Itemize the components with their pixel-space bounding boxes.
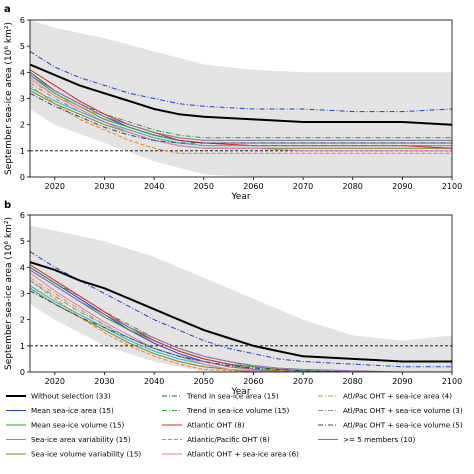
series-line-4 xyxy=(30,287,452,372)
series-line-0 xyxy=(30,63,452,126)
legend-item: Without selection (33) xyxy=(6,392,111,401)
legend-item: Atlantic/Pacific OHT (8) xyxy=(162,435,270,444)
panel-letter: b xyxy=(4,200,11,211)
y-tick-label: 6 xyxy=(20,211,25,220)
legend-item: Mean sea-ice volume (15) xyxy=(6,421,125,430)
series-line-11 xyxy=(30,82,452,147)
y-tick-label: 1 xyxy=(20,342,25,351)
legend-label: Trend in sea-ice area (15) xyxy=(186,392,279,401)
legend-item: Mean sea-ice area (15) xyxy=(6,406,114,415)
series-line-6 xyxy=(30,71,452,139)
legend-item: Atl/Pac OHT + sea-ice area (4) xyxy=(318,392,452,401)
x-axis-title: Year xyxy=(230,192,250,202)
legend-label: Atl/Pac OHT + sea-ice area (4) xyxy=(343,392,452,401)
legend-label: >= 5 members (10) xyxy=(343,435,416,444)
x-tick-label: 2040 xyxy=(144,377,164,386)
legend: Without selection (33) Mean sea-ice area … xyxy=(6,392,463,459)
spread-band xyxy=(30,225,452,372)
legend-label: Atl/Pac OHT + sea-ice volume (5) xyxy=(343,421,463,430)
x-tick-label: 2030 xyxy=(94,182,114,191)
y-tick-label: 2 xyxy=(20,121,25,130)
legend-label: Without selection (33) xyxy=(31,392,111,401)
series-line-13 xyxy=(30,74,452,141)
legend-label: Sea-ice volume variability (15) xyxy=(31,450,141,459)
x-tick-label: 2070 xyxy=(293,377,313,386)
x-tick-label: 2050 xyxy=(194,182,214,191)
x-tick-label: 2090 xyxy=(392,182,412,191)
series-line-13 xyxy=(30,269,452,372)
x-tick-label: 2090 xyxy=(392,377,412,386)
y-tick-label: 5 xyxy=(20,42,25,51)
x-tick-label: 2100 xyxy=(442,182,462,191)
legend-item: Atl/Pac OHT + sea-ice volume (3) xyxy=(318,406,463,415)
series-line-11 xyxy=(30,279,452,372)
y-tick-label: 4 xyxy=(20,68,25,77)
x-tick-label: 2060 xyxy=(243,182,263,191)
legend-label: Atl/Pac OHT + sea-ice volume (3) xyxy=(343,406,463,415)
series-line-9 xyxy=(30,272,452,372)
series-line-5 xyxy=(30,251,452,368)
legend-label: Atlantic/Pacific OHT (8) xyxy=(187,435,270,444)
x-tick-label: 2020 xyxy=(45,377,65,386)
legend-item: Atlantic OHT (8) xyxy=(162,421,245,430)
legend-label: Mean sea-ice volume (15) xyxy=(31,421,125,430)
y-axis-title: September sea-ice area (10⁶ km²) xyxy=(4,22,14,175)
y-tick-label: 6 xyxy=(20,16,25,25)
series-line-5 xyxy=(30,50,452,113)
legend-label: Atlantic OHT + sea-ice area (6) xyxy=(187,450,299,459)
x-tick-label: 2070 xyxy=(293,182,313,191)
series-line-12 xyxy=(30,290,452,372)
y-tick-label: 0 xyxy=(20,173,25,182)
series-line-0 xyxy=(30,261,452,363)
legend-item: Atlantic OHT + sea-ice area (6) xyxy=(162,450,299,459)
x-tick-label: 2050 xyxy=(194,377,214,386)
panel-letter: a xyxy=(4,4,11,15)
y-tick-label: 3 xyxy=(20,290,25,299)
legend-item: >= 5 members (10) xyxy=(318,435,416,444)
y-axis-title: September sea-ice area (10⁶ km²) xyxy=(4,217,14,370)
legend-label: Mean sea-ice area (15) xyxy=(31,406,114,415)
legend-item: Sea-ice area variability (15) xyxy=(6,435,131,444)
legend-label: Atlantic OHT (8) xyxy=(187,421,245,430)
y-tick-label: 4 xyxy=(20,263,25,272)
x-tick-label: 2030 xyxy=(94,377,114,386)
legend-label: Sea-ice area variability (15) xyxy=(31,435,131,444)
panel-a: 2020 2030 2040 2050 2060 2070 2080 2090 2100 0 1 2 3… xyxy=(4,4,462,202)
series-line-7 xyxy=(30,264,452,372)
legend-label: Trend in sea-ice volume (15) xyxy=(186,406,289,415)
y-tick-label: 0 xyxy=(20,368,25,377)
legend-item: Trend in sea-ice volume (15) xyxy=(162,406,289,415)
x-tick-label: 2080 xyxy=(343,377,363,386)
x-axis-title: Year xyxy=(230,387,250,397)
legend-item: Sea-ice volume variability (15) xyxy=(6,450,141,459)
series-line-8 xyxy=(30,84,452,154)
x-tick-label: 2040 xyxy=(144,182,164,191)
x-tick-label: 2060 xyxy=(243,377,263,386)
series-line-7 xyxy=(30,69,452,149)
y-tick-label: 1 xyxy=(20,147,25,156)
y-tick-label: 5 xyxy=(20,237,25,246)
legend-item: Atl/Pac OHT + sea-ice volume (5) xyxy=(318,421,463,430)
series-line-9 xyxy=(30,77,452,152)
y-tick-label: 3 xyxy=(20,95,25,104)
series-line-12 xyxy=(30,92,452,144)
x-tick-label: 2080 xyxy=(343,182,363,191)
x-tick-label: 2100 xyxy=(442,377,462,386)
panel-b: 2020 2030 2040 2050 2060 2070 2080 2090 2100 0 1 2 3… xyxy=(4,200,462,397)
legend-item: Trend in sea-ice area (15) xyxy=(162,392,279,401)
y-tick-label: 2 xyxy=(20,316,25,325)
x-tick-label: 2020 xyxy=(45,182,65,191)
